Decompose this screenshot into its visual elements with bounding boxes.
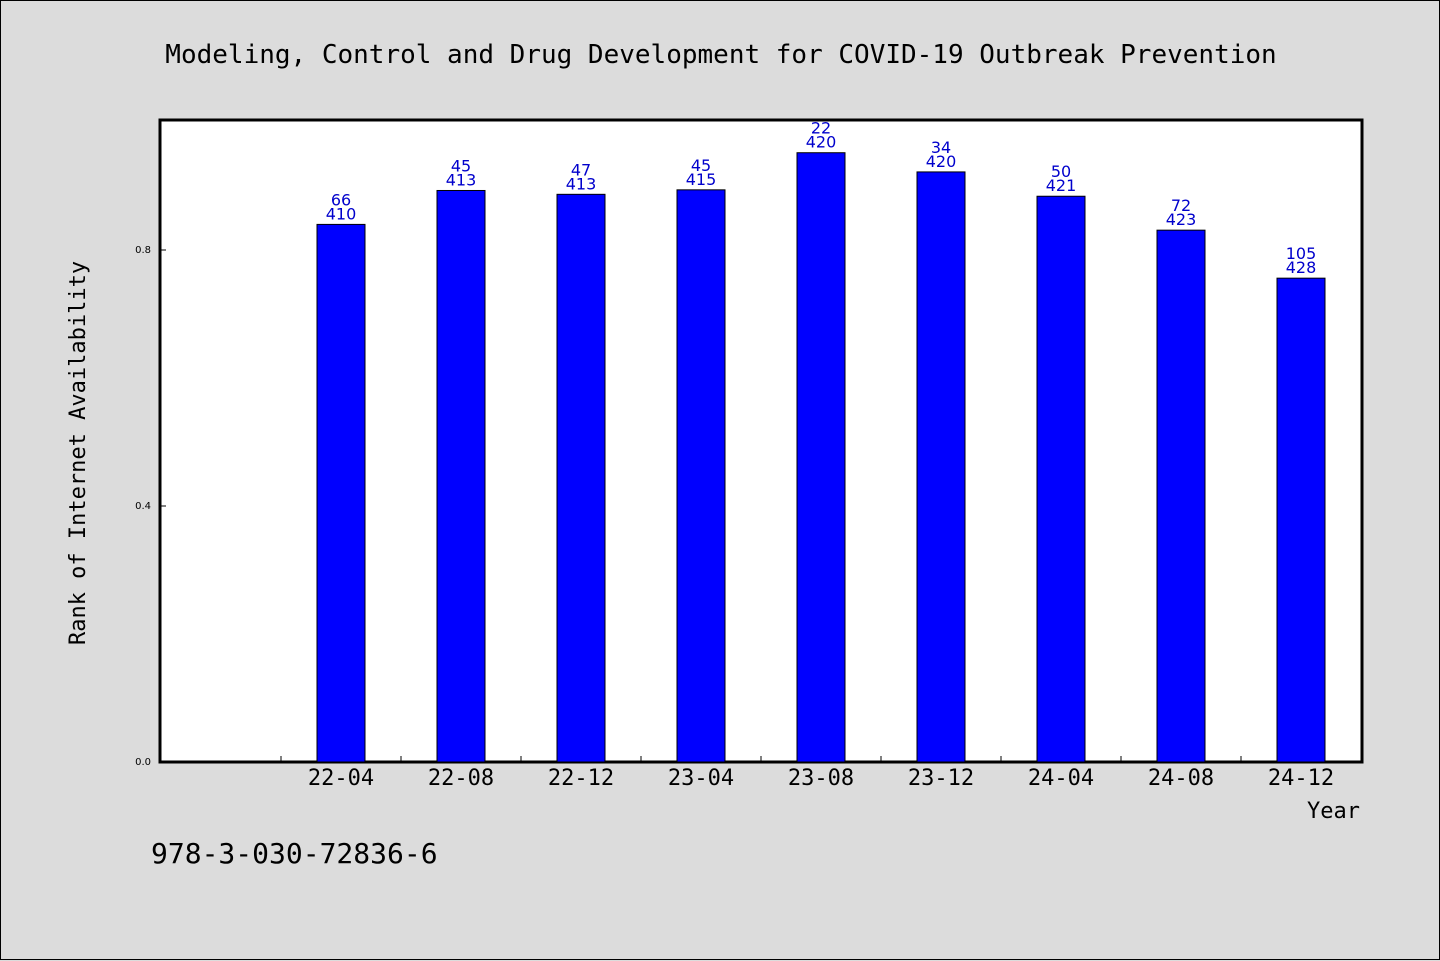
x-tick-label: 22-08 — [428, 766, 494, 791]
bar — [316, 223, 366, 763]
bar-label-bottom: 420 — [926, 152, 957, 171]
bar — [1276, 277, 1326, 763]
x-axis-label: Year — [1307, 799, 1360, 824]
x-tick-label: 23-04 — [668, 766, 734, 791]
bar — [436, 189, 486, 763]
x-tick-label: 23-12 — [908, 766, 974, 791]
chart-title: Modeling, Control and Drug Development f… — [165, 40, 1276, 70]
bar-label-top: 34 — [931, 138, 951, 157]
bar-label-top: 47 — [571, 160, 591, 179]
bar-label-bottom: 413 — [566, 174, 597, 193]
x-tick-label: 22-12 — [548, 766, 614, 791]
x-tick-label: 24-08 — [1148, 766, 1214, 791]
y-axis-label: Rank of Internet Availability — [66, 261, 91, 645]
isbn-text: 978-3-030-72836-6 — [151, 837, 438, 870]
bar — [1036, 195, 1086, 763]
bar-label-bottom: 428 — [1286, 258, 1317, 277]
y-axis-ticks: 0.0 0.4 0.8 — [135, 245, 166, 768]
bar — [556, 193, 606, 763]
bars-group — [316, 152, 1326, 763]
x-axis-ticks: 22-04 22-08 22-12 23-04 23-08 23-12 24-04 24-08… — [280, 756, 1362, 791]
bar-label-top: 45 — [691, 156, 711, 175]
bar-label-bottom: 423 — [1166, 210, 1197, 229]
bar — [676, 189, 726, 763]
x-tick-label: 23-08 — [788, 766, 854, 791]
bar-label-top: 22 — [811, 119, 831, 138]
bar-label-top: 50 — [1051, 162, 1071, 181]
x-tick-label: 22-04 — [308, 766, 374, 791]
bar — [796, 152, 846, 763]
bar-label-bottom: 420 — [806, 133, 837, 152]
y-tick-label: 0.4 — [135, 501, 151, 512]
bar-label-top: 105 — [1286, 244, 1317, 263]
bar — [1156, 229, 1206, 763]
bar — [916, 171, 966, 763]
bar-label-bottom: 410 — [326, 204, 357, 223]
x-tick-label: 24-12 — [1268, 766, 1334, 791]
bar-label-top: 66 — [331, 190, 351, 209]
bar-label-top: 72 — [1171, 196, 1191, 215]
bar-label-bottom: 413 — [446, 170, 477, 189]
x-tick-label: 24-04 — [1028, 766, 1094, 791]
bar-label-bottom: 415 — [686, 170, 717, 189]
y-tick-label: 0.0 — [135, 757, 151, 768]
y-tick-label: 0.8 — [135, 245, 151, 256]
bar-label-bottom: 421 — [1046, 176, 1077, 195]
bar-label-top: 45 — [451, 156, 471, 175]
